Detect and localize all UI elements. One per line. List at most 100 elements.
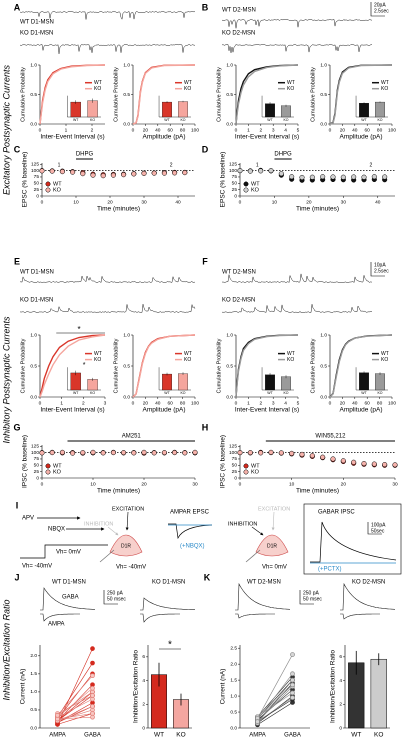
x-tick-label: 10 [272,199,278,205]
scale-label: 10pA [374,262,386,268]
inset-label: WT [267,391,273,395]
inset-label: KO [377,391,382,395]
x-tick-label: 40 [375,199,381,205]
x-tick-label: 60 [168,127,174,133]
data-point [309,174,315,180]
y-tick-label: 0.5 [230,709,237,715]
data-point [392,462,398,468]
x-tick-label: 30 [341,199,347,205]
x-tick-label: 40 [352,400,358,406]
x-tick-label: 0 [235,127,238,133]
y-axis-label: Cumulative Probability [113,67,119,122]
data-point [299,451,305,457]
inset-bar [178,101,188,118]
y-tick-label: 0 [339,725,342,731]
x-tick-label: 100 [388,400,396,406]
significance-label: * [77,325,80,334]
pair-line [57,716,93,720]
legend-label: KO [381,357,388,363]
y-tick-label: 2 [142,702,145,708]
data-point [39,168,45,174]
x-tick-label: AMPA [249,733,266,739]
x-tick-label: 80 [180,400,186,406]
time-label: 1 [58,162,61,168]
y-tick-label: 0.5 [30,92,37,98]
trace-label: KO D2-MSN [222,298,255,304]
legend-marker [45,469,51,475]
inset-label: WT [164,118,170,122]
cdf-line [39,334,106,398]
y-tick-label: 2.0 [230,661,237,667]
inset-bar [375,373,385,391]
trace [19,10,196,20]
legend-label: KO [53,187,62,193]
y-axis-label: Cumulative Probability [20,338,26,393]
data-point [90,172,96,178]
x-tick-label: 1 [247,400,250,406]
data-point [161,450,167,456]
y-tick-label: 0.5 [226,92,233,98]
trace [40,613,80,622]
x-tick-label: 2 [259,400,262,406]
x-axis-label: Time (minutes) [97,206,140,213]
legend-label: KO [184,86,191,92]
data-point [121,450,127,456]
y-tick-label: 6 [339,654,342,660]
scale-label: 50 msec [107,596,126,602]
data-point [320,454,326,460]
cdf-line [132,334,196,398]
pipette [245,549,261,563]
y-axis-label: EPSC (% baseline) [220,152,227,208]
inset-label: WT [73,118,79,122]
data-point [237,450,243,456]
drug-label: DHPG [274,152,292,158]
x-tick-label: 10 [289,481,295,487]
y-axis-label: Cumulative Probability [216,338,222,393]
x-tick-label: 30 [192,481,198,487]
pair-point [90,693,95,698]
inset-bar [281,376,291,391]
trace [40,587,95,611]
panel-letter: A [14,2,21,12]
x-axis-label: Amplitude (pA) [340,407,383,414]
inset-bar [70,101,81,118]
y-tick-label: 1.0 [123,332,130,338]
current-label: GABA [62,595,79,601]
inset-label: KO [283,118,288,122]
scale-label: 2.5sec [374,8,389,14]
y-tick-label: 0 [234,193,237,199]
inset-label: KO [90,391,95,395]
data-point [330,456,336,462]
y-tick-label: 25 [34,187,40,193]
y-axis-label: IPSC (% baseline) [22,435,29,488]
data-point [268,449,274,455]
x-tick-label: 80 [377,400,383,406]
legend-label: WT [381,351,389,357]
pair-point [290,652,295,657]
current-label: AMPA [48,622,65,628]
y-tick-label: 0.0 [30,725,37,731]
data-point [278,450,284,456]
legend-marker [45,463,51,469]
data-point [131,171,137,177]
pair-line [257,673,293,721]
y-tick-label: 0 [36,475,39,481]
trace-label: KO D1-MSN [20,298,53,304]
data-point [192,449,198,455]
data-point [100,173,106,179]
data-point [289,450,295,456]
diagram-label: (+PCTX) [318,567,342,573]
x-tick-label: 40 [175,199,181,205]
scale-bar [370,2,385,17]
data-point [172,450,178,456]
inset-bar [375,101,385,118]
inset-bar [162,373,172,391]
scale-label: 50sec [371,528,385,534]
x-tick-label: 40 [352,127,358,133]
data-point [371,461,377,467]
x-tick-label: 60 [168,400,174,406]
time-label: 1 [256,162,259,168]
y-tick-label: 50 [232,463,238,469]
y-tick-label: 1.5 [30,671,37,677]
